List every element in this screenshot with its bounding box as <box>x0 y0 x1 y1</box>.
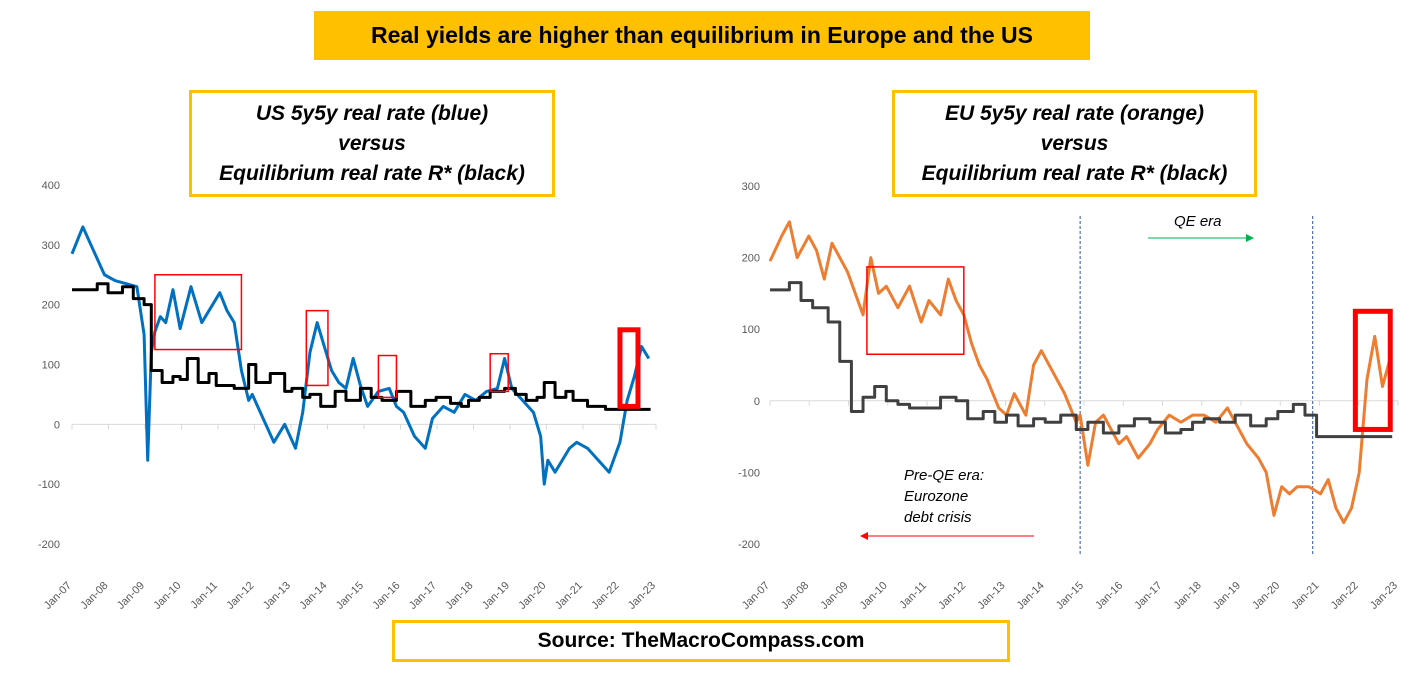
eu-title-line-3: Equilibrium real rate R* (black) <box>921 161 1228 185</box>
eu-x-tick-label: Jan-14 <box>1015 580 1047 612</box>
qe-era-arrow-head <box>1246 234 1254 242</box>
us-y-tick-label: 200 <box>42 300 60 312</box>
us-y-tick-label: 400 <box>42 180 60 192</box>
us-y-tick-label: 100 <box>42 360 60 372</box>
us-highlight-box <box>617 327 641 409</box>
us-y-tick-label: -100 <box>38 479 60 491</box>
eu-x-tick-label: Jan-08 <box>779 580 811 612</box>
page-title-banner: Real yields are higher than equilibrium … <box>314 11 1090 60</box>
eu-x-tick-label: Jan-10 <box>858 580 890 612</box>
us-title-line-1: US 5y5y real rate (blue) <box>255 101 489 125</box>
us-title-line-3: Equilibrium real rate R* (black) <box>219 161 525 185</box>
us-chart-title-box: US 5y5y real rate (blue) versus Equilibr… <box>189 90 555 197</box>
eu-highlight-box <box>1352 308 1393 432</box>
eu-equilibrium-series-line <box>770 281 1393 439</box>
us-highlight-box <box>305 309 329 387</box>
pre-qe-era-label-line: Eurozone <box>904 488 968 505</box>
source-text: Source: TheMacroCompass.com <box>537 629 865 652</box>
eu-y-tick-label: -100 <box>738 467 760 479</box>
page-title: Real yields are higher than equilibrium … <box>370 22 1033 48</box>
eu-x-tick-label: Jan-11 <box>897 580 929 612</box>
eu-highlight-box <box>866 266 965 356</box>
pre-qe-era-arrow-head <box>860 532 868 540</box>
eu-x-tick-label: Jan-20 <box>1250 580 1282 612</box>
eu-y-tick-label: -200 <box>738 539 760 551</box>
us-real-rate-series-line <box>70 225 651 486</box>
us-y-tick-label: 0 <box>54 419 60 431</box>
eu-y-tick-label: 200 <box>742 253 760 265</box>
eu-chart-title-box: EU 5y5y real rate (orange) versus Equili… <box>892 90 1257 197</box>
us-y-tick-label: -200 <box>38 539 60 551</box>
eu-x-tick-label: Jan-07 <box>740 580 772 612</box>
eu-x-tick-label: Jan-15 <box>1054 580 1086 612</box>
qe-era-label: QE era <box>1174 213 1222 230</box>
us-highlight-box <box>154 274 243 351</box>
eu-y-tick-label: 0 <box>754 396 760 408</box>
eu-x-tick-label: Jan-18 <box>1172 580 1204 612</box>
eu-x-tick-label: Jan-13 <box>975 580 1007 612</box>
source-box: Source: TheMacroCompass.com <box>392 620 1010 662</box>
us-highlight-box <box>489 352 509 393</box>
eu-x-tick-label: Jan-09 <box>818 580 850 612</box>
eu-x-tick-label: Jan-17 <box>1132 580 1164 612</box>
eu-x-tick-label: Jan-22 <box>1329 580 1361 612</box>
pre-qe-era-label-line: Pre-QE era: <box>904 467 984 484</box>
eu-x-tick-label: Jan-19 <box>1211 580 1243 612</box>
eu-y-tick-label: 100 <box>742 324 760 336</box>
eu-y-tick-label: 300 <box>742 181 760 193</box>
us-y-tick-label: 300 <box>42 240 60 252</box>
eu-x-tick-label: Jan-12 <box>936 580 968 612</box>
eu-title-line-1: EU 5y5y real rate (orange) <box>944 101 1205 125</box>
eu-x-tick-label: Jan-21 <box>1289 580 1321 612</box>
eu-x-tick-label: Jan-16 <box>1093 580 1125 612</box>
us-highlight-box <box>377 354 398 399</box>
eu-x-tick-label: Jan-23 <box>1368 580 1400 612</box>
eu-title-line-2: versus <box>1040 131 1109 155</box>
pre-qe-era-label-line: debt crisis <box>904 509 972 526</box>
us-equilibrium-series-line <box>72 282 651 411</box>
us-title-line-2: versus <box>338 131 406 155</box>
